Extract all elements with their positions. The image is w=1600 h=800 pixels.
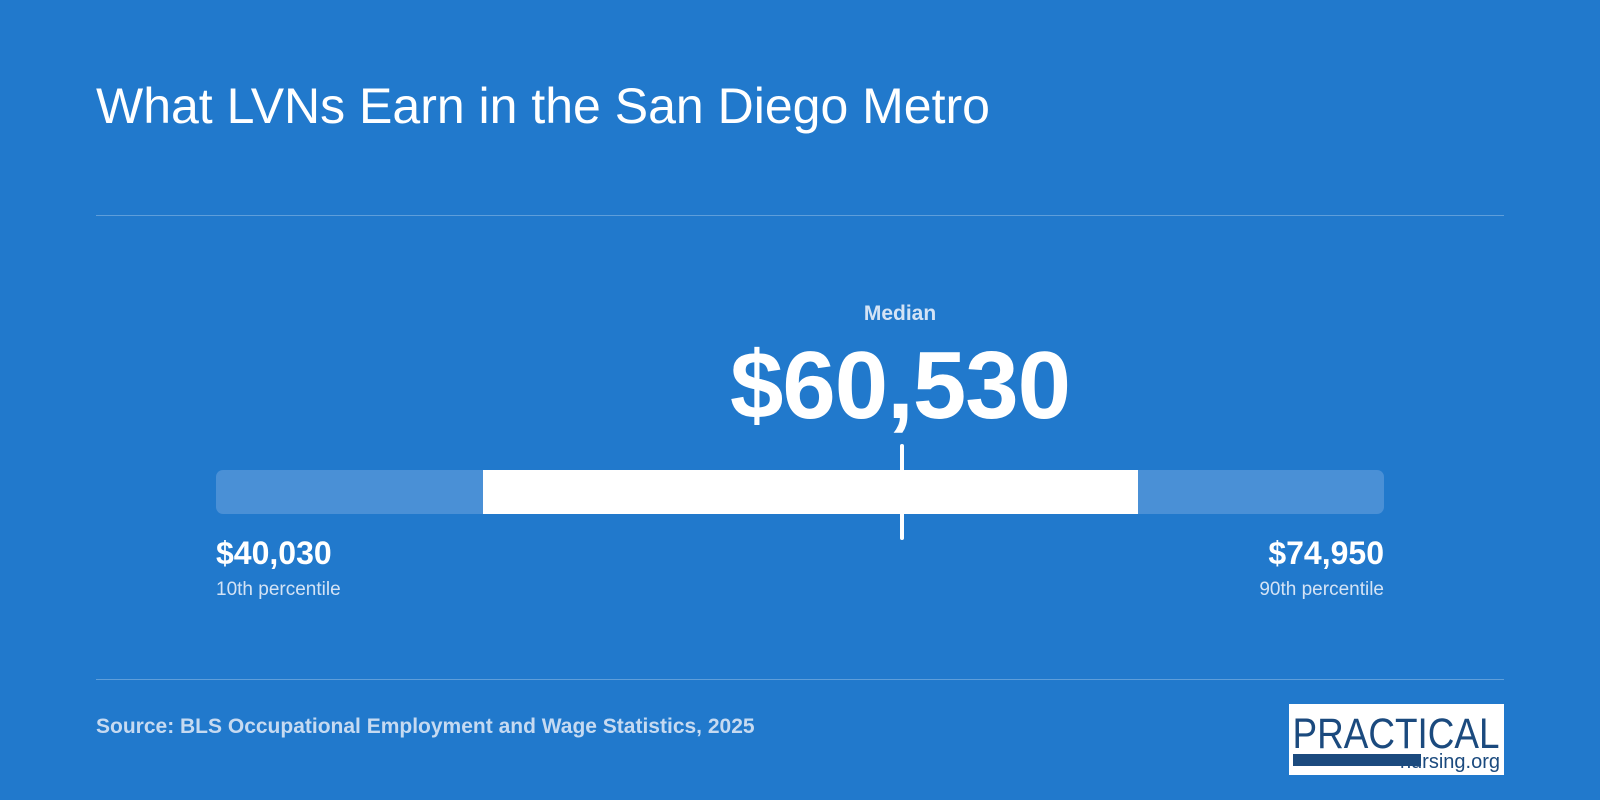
interquartile-range-bar <box>482 470 1139 514</box>
median-marker <box>899 444 904 540</box>
median-label: Median <box>863 302 937 325</box>
p90-value: $74,950 <box>1268 535 1384 571</box>
logo-subtext: nursing.org <box>1400 751 1500 773</box>
source-note: Source: BLS Occupational Employment and … <box>96 715 755 738</box>
practical-nursing-logo: PRACTICAL nursing.org <box>1289 704 1504 775</box>
bottom-divider <box>96 679 1504 680</box>
top-divider <box>96 215 1504 216</box>
median-value: $60,530 <box>729 332 1071 439</box>
page-title: What LVNs Earn in the San Diego Metro <box>96 78 990 134</box>
logo-wordmark: PRACTICAL <box>1293 710 1500 758</box>
p10-label: 10th percentile <box>216 579 341 600</box>
p10-value: $40,030 <box>216 535 332 571</box>
p90-label: 90th percentile <box>1259 579 1384 600</box>
